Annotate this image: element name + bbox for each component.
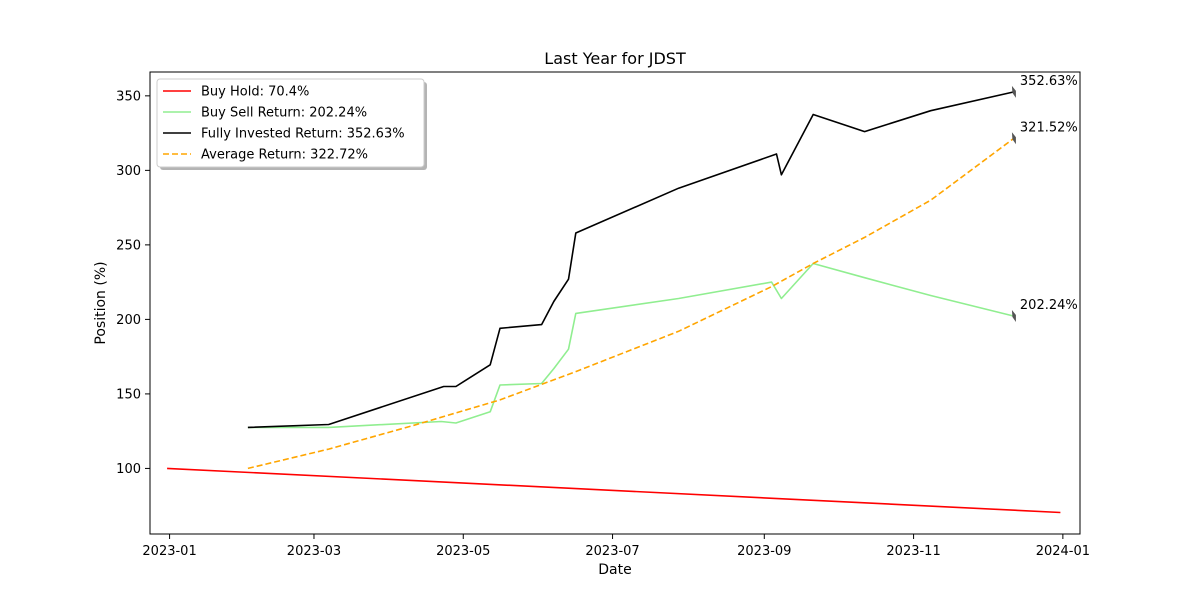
end-marker [1011, 310, 1016, 323]
legend-label: Average Return: 322.72% [201, 148, 368, 163]
x-tick-label: 2023-05 [436, 544, 490, 559]
x-tick-label: 2024-01 [1036, 544, 1090, 559]
legend-label: Buy Hold: 70.4% [201, 85, 309, 100]
series-line-1 [247, 262, 1015, 429]
end-marker [1011, 85, 1016, 98]
y-tick-label: 250 [116, 238, 141, 253]
legend: Buy Hold: 70.4% Buy Sell Return: 202.24% F… [156, 78, 427, 170]
plot-frame [149, 71, 1081, 535]
series-line-0 [167, 467, 1061, 514]
series-line-2 [247, 91, 1015, 429]
y-axis-ticks: 100 150 200 250 300 350 [116, 89, 150, 477]
x-tick-label: 2023-01 [142, 544, 196, 559]
x-axis-ticks: 2023-01 2023-03 2023-05 2023-07 2023-09 2023-… [142, 534, 1090, 559]
plot-lines [167, 91, 1061, 514]
x-tick-label: 2023-09 [737, 544, 791, 559]
x-tick-label: 2023-03 [287, 544, 341, 559]
x-tick-label: 2023-07 [585, 544, 639, 559]
series-line-3 [247, 137, 1015, 470]
legend-box [156, 78, 425, 168]
end-value-label: 202.24% [1020, 298, 1078, 313]
end-value-label: 321.52% [1020, 120, 1078, 135]
y-tick-label: 150 [116, 387, 141, 402]
y-tick-label: 350 [116, 89, 141, 104]
y-axis-label: Position (%) [93, 261, 109, 344]
chart-title: Last Year for JDST [544, 49, 686, 68]
end-marker [1011, 132, 1016, 145]
legend-label: Fully Invested Return: 352.63% [201, 127, 405, 142]
legend-label: Buy Sell Return: 202.24% [201, 106, 367, 121]
x-axis-label: Date [598, 562, 631, 578]
end-value-label: 352.63% [1020, 74, 1078, 89]
x-tick-label: 2023-11 [886, 544, 940, 559]
end-value-labels: 352.63% 321.52% 202.24% [1011, 74, 1078, 323]
y-tick-label: 300 [116, 164, 141, 179]
y-tick-label: 100 [116, 462, 141, 477]
y-tick-label: 200 [116, 313, 141, 328]
